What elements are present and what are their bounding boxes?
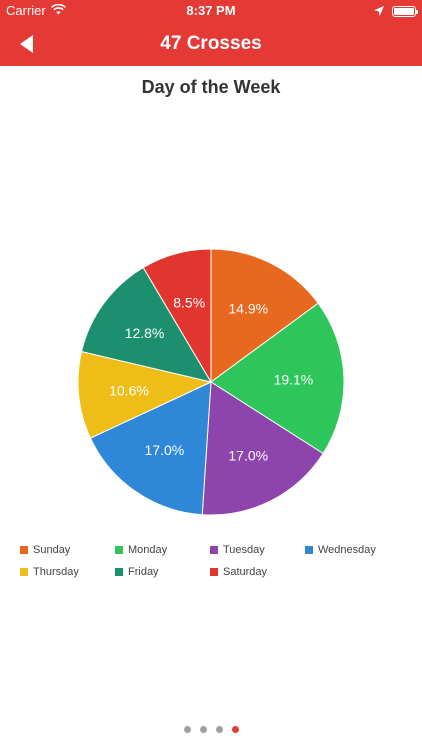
pie-label-wednesday: 17.0% (145, 442, 185, 458)
pie-slice-wednesday[interactable] (89, 381, 212, 516)
battery-level (394, 8, 414, 15)
legend-item-saturday: Saturday (210, 566, 267, 578)
pie-label-tuesday: 17.0% (228, 448, 268, 464)
legend-label: Monday (128, 544, 168, 556)
pie-label-friday: 12.8% (125, 325, 165, 341)
legend-label: Saturday (223, 566, 268, 578)
nav-bar: 47 Crosses (0, 22, 422, 66)
status-time: 8:37 PM (186, 3, 236, 18)
carrier-label: Carrier (6, 3, 46, 18)
pie-chart: 14.9% 19.1% 17.0% 17.0% 10.6% 12.8% 8.5% (77, 248, 345, 516)
wifi-icon (50, 3, 66, 18)
chart-title: Day of the Week (141, 77, 281, 97)
legend-item-thursday: Thursday (20, 566, 79, 578)
legend-item-tuesday: Tuesday (210, 544, 265, 556)
legend-item-monday: Monday (115, 544, 167, 556)
page-dot-3[interactable] (215, 726, 223, 733)
legend-swatch (20, 546, 28, 554)
pie-slice-thursday[interactable] (77, 350, 213, 439)
status-bar: Carrier 8:37 PM (0, 0, 422, 22)
page-dot-2[interactable] (199, 726, 207, 733)
legend-label: Sunday (33, 544, 71, 556)
status-right (374, 4, 418, 19)
battery-icon (392, 6, 418, 17)
legend-item-wednesday: Wednesday (305, 544, 376, 556)
pie-slice-sunday[interactable] (210, 248, 319, 383)
location-arrow-icon (374, 4, 384, 19)
legend-swatch (115, 546, 123, 554)
back-arrow-icon (14, 35, 40, 60)
legend-item-sunday: Sunday (20, 544, 70, 556)
nav-title: 47 Crosses (160, 33, 262, 54)
page-dot-1[interactable] (183, 726, 191, 733)
page-indicator (0, 726, 422, 733)
pie-slice-saturday[interactable] (142, 248, 212, 384)
legend-swatch (115, 568, 123, 576)
legend-item-friday: Friday (115, 566, 159, 578)
pie-slice-monday[interactable] (210, 302, 345, 455)
page-dot-4[interactable] (231, 726, 239, 733)
legend-swatch (210, 568, 218, 576)
pie-label-monday: 19.1% (274, 371, 314, 387)
legend-label: Thursday (33, 566, 79, 578)
pie-slice-friday[interactable] (80, 266, 213, 383)
legend-label: Wednesday (318, 544, 376, 556)
pie-label-sunday: 14.9% (228, 300, 268, 316)
legend-label: Friday (128, 566, 159, 578)
legend-label: Tuesday (223, 544, 265, 556)
pie-label-saturday: 8.5% (173, 294, 205, 310)
pie-label-thursday: 10.6% (109, 382, 149, 398)
legend-swatch (20, 568, 28, 576)
legend-swatch (305, 546, 313, 554)
legend-swatch (210, 546, 218, 554)
pie-slice-tuesday[interactable] (201, 381, 324, 516)
back-button[interactable] (14, 32, 40, 56)
status-left: Carrier (6, 3, 66, 18)
